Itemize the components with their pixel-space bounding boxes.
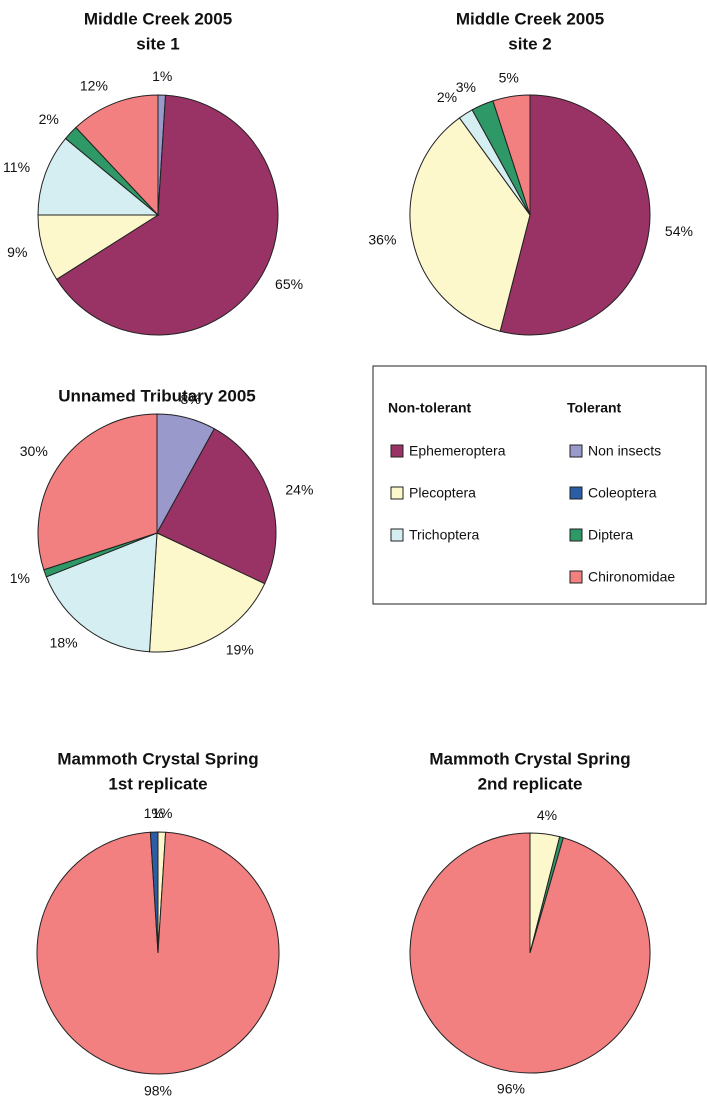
chart-title: Mammoth Crystal Spring bbox=[429, 749, 630, 768]
legend-swatch bbox=[569, 528, 583, 542]
pie-slice bbox=[409, 832, 651, 1074]
value-label: 12% bbox=[80, 77, 108, 93]
legend-label: Chironomidae bbox=[588, 569, 675, 585]
value-label: 1% bbox=[152, 68, 172, 84]
legend-label: Non insects bbox=[588, 443, 661, 459]
value-label: 36% bbox=[368, 232, 396, 248]
pie-slice bbox=[148, 532, 266, 653]
pie-slice bbox=[499, 94, 651, 336]
chart-title: Middle Creek 2005 bbox=[84, 9, 232, 28]
value-label: 98% bbox=[144, 1083, 172, 1099]
legend-swatch bbox=[569, 444, 583, 458]
chart-title: Unnamed Tributary 2005 bbox=[58, 386, 255, 405]
value-label: 1% bbox=[10, 570, 30, 586]
legend-label: Ephemeroptera bbox=[409, 443, 506, 459]
value-label: 8% bbox=[180, 391, 200, 407]
legend-label: Trichoptera bbox=[409, 527, 480, 543]
pie-slice bbox=[149, 831, 159, 954]
pie-slice bbox=[492, 94, 531, 216]
chart-subtitle: site 2 bbox=[508, 34, 551, 53]
legend-swatch bbox=[390, 444, 404, 458]
value-label: 1% bbox=[152, 805, 172, 821]
chart-title: Middle Creek 2005 bbox=[456, 9, 604, 28]
value-label: 2% bbox=[39, 111, 59, 127]
chart-subtitle: 2nd replicate bbox=[478, 774, 583, 793]
value-label: 24% bbox=[285, 481, 313, 497]
legend-label: Coleoptera bbox=[588, 485, 657, 501]
chart-title: Mammoth Crystal Spring bbox=[57, 749, 258, 768]
pie-slice bbox=[45, 532, 158, 653]
legend-swatch bbox=[569, 570, 583, 584]
chart-subtitle: 1st replicate bbox=[108, 774, 207, 793]
legend-heading: Tolerant bbox=[567, 400, 622, 416]
legend-label: Plecoptera bbox=[409, 485, 476, 501]
value-label: 4% bbox=[537, 807, 557, 823]
value-label: 96% bbox=[497, 1080, 525, 1096]
value-label: 1% bbox=[144, 805, 164, 821]
value-label: 18% bbox=[50, 635, 78, 651]
pie-slice bbox=[37, 413, 158, 571]
chart-subtitle: site 1 bbox=[136, 34, 179, 53]
value-label: 65% bbox=[275, 276, 303, 292]
value-label: 5% bbox=[499, 69, 519, 85]
pie-slice bbox=[36, 831, 280, 1075]
value-label: 9% bbox=[7, 244, 27, 260]
legend-label: Diptera bbox=[588, 527, 633, 543]
legend-swatch bbox=[569, 486, 583, 500]
legend-swatch bbox=[390, 486, 404, 500]
pie-slice bbox=[75, 94, 159, 217]
legend-heading: Non-tolerant bbox=[388, 400, 472, 416]
value-label: 11% bbox=[3, 159, 30, 175]
value-label: 19% bbox=[226, 642, 254, 658]
pie-slice bbox=[409, 117, 531, 332]
value-label: 3% bbox=[456, 79, 476, 95]
value-label: 2% bbox=[437, 89, 457, 105]
pie-slice bbox=[37, 137, 160, 216]
value-label: 54% bbox=[665, 223, 693, 239]
pie-slice bbox=[55, 94, 279, 336]
legend-box bbox=[372, 365, 707, 605]
value-label: 30% bbox=[20, 443, 48, 459]
pie-slice bbox=[156, 428, 277, 585]
legend-swatch bbox=[390, 528, 404, 542]
